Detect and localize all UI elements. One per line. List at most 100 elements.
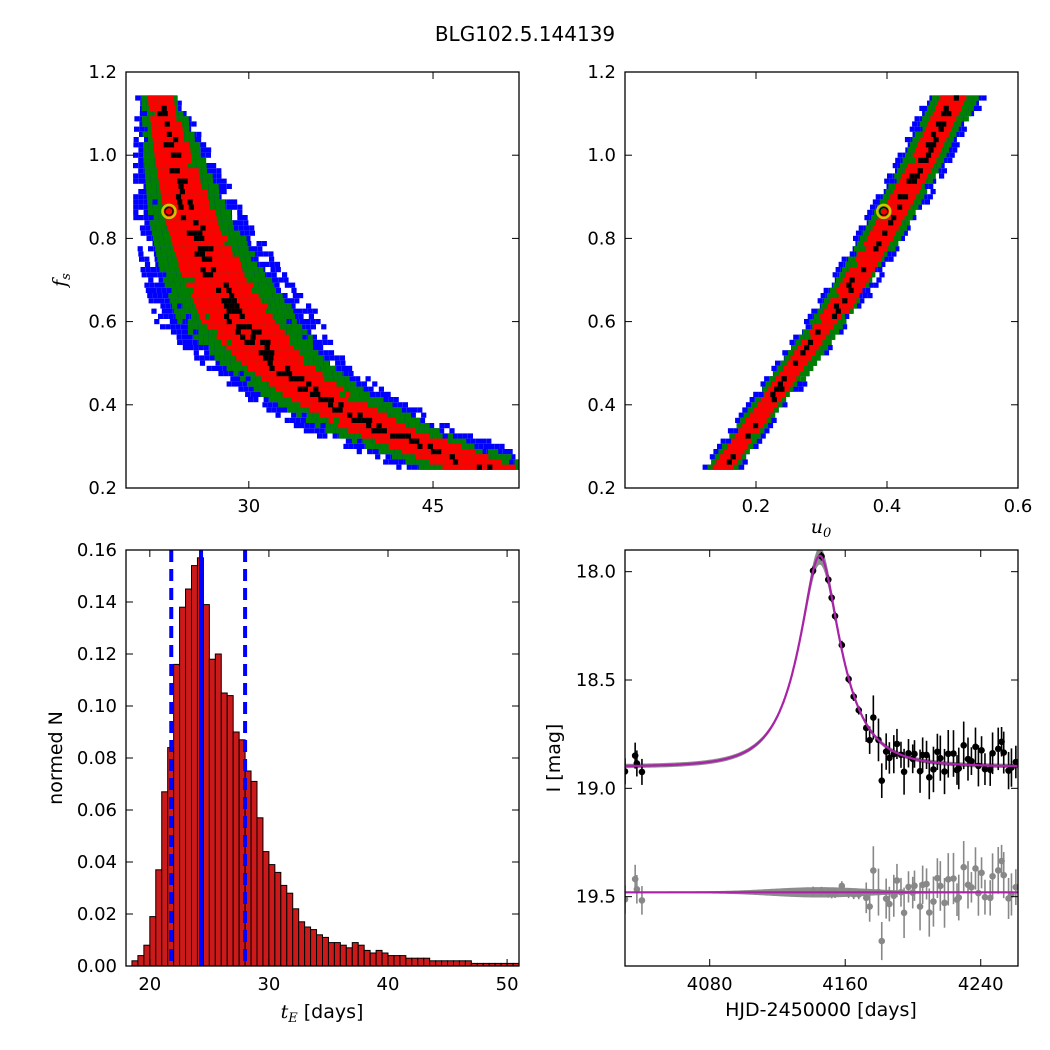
sample-cell — [153, 298, 159, 304]
sample-cell — [401, 407, 407, 413]
sample-cell — [173, 173, 179, 179]
sample-cell — [294, 381, 300, 387]
sample-cell — [767, 423, 774, 429]
sample-cell — [743, 443, 749, 449]
y-tick-label: 1.0 — [88, 145, 117, 166]
sample-cell — [191, 282, 197, 288]
sample-cell — [810, 319, 816, 325]
sample-cell — [217, 235, 223, 241]
y-tick-label: 0.4 — [88, 395, 117, 416]
sample-cell — [298, 313, 304, 319]
sample-cell — [177, 126, 183, 132]
sample-cell — [296, 371, 302, 377]
sample-cell — [227, 334, 233, 340]
sample-cell — [309, 407, 315, 413]
sample-cell — [210, 230, 217, 236]
sample-cell — [339, 355, 345, 361]
sample-cell — [173, 111, 179, 117]
x-tick-label: 30 — [237, 496, 260, 517]
sample-cell — [283, 402, 289, 408]
sample-cell — [305, 319, 311, 325]
sample-cell — [274, 397, 280, 403]
sample-cell — [187, 334, 193, 340]
sample-cell — [331, 417, 338, 423]
sample-cell — [133, 142, 139, 148]
sample-cell — [207, 173, 213, 179]
sample-cell — [789, 339, 795, 345]
sample-cell — [441, 454, 447, 460]
sample-cell — [193, 225, 199, 231]
sample-cell — [430, 449, 437, 455]
sample-cell — [270, 267, 276, 273]
sample-cell — [223, 272, 229, 278]
sample-cell — [158, 100, 164, 106]
sample-cell — [738, 412, 744, 418]
sample-cell — [284, 334, 290, 340]
sample-cell — [356, 449, 362, 455]
sample-cell — [150, 225, 156, 231]
sample-cell — [218, 225, 224, 231]
sample-cell — [382, 402, 388, 408]
sample-cell — [832, 293, 838, 299]
sample-cell — [240, 287, 246, 293]
sample-cell — [862, 293, 868, 299]
sample-cell — [844, 313, 850, 319]
sample-cell — [258, 386, 265, 392]
sample-cell — [196, 282, 202, 288]
sample-cell — [723, 449, 729, 455]
sample-cell — [138, 178, 144, 184]
sample-cell — [845, 261, 851, 267]
sample-cell — [241, 355, 247, 361]
sample-cell — [896, 225, 902, 231]
sample-cell — [182, 178, 188, 184]
sample-cell — [253, 267, 259, 273]
sample-cell — [799, 334, 805, 340]
sample-cell — [477, 449, 483, 455]
sample-cell — [210, 313, 216, 319]
sample-cell — [226, 204, 232, 210]
sample-cell — [246, 261, 252, 267]
sample-cell — [297, 345, 303, 351]
sample-cell — [358, 423, 365, 429]
sample-cell — [148, 298, 154, 304]
sample-cell — [406, 464, 412, 470]
sample-cell — [859, 235, 865, 241]
sample-cell — [190, 267, 196, 273]
sample-cell — [201, 168, 207, 174]
sample-cell — [390, 423, 396, 429]
sample-cell — [185, 267, 191, 273]
sample-cell — [823, 350, 830, 356]
sample-cell — [434, 428, 440, 434]
sample-cell — [302, 345, 308, 351]
sample-cell — [256, 277, 262, 283]
sample-cell — [168, 313, 174, 319]
sample-cell — [308, 313, 314, 319]
sample-cell — [784, 391, 790, 397]
sample-cell — [299, 423, 305, 429]
sample-cell — [242, 365, 248, 371]
sample-cell — [311, 334, 317, 340]
sample-cell — [212, 324, 218, 330]
sample-cell — [171, 194, 177, 200]
sample-cell — [207, 256, 213, 262]
sample-cell — [224, 350, 230, 356]
sample-cell — [155, 261, 161, 267]
sample-cell — [148, 152, 154, 158]
sample-cell — [294, 298, 300, 304]
sample-cell — [195, 152, 201, 158]
sample-cell — [899, 163, 906, 169]
sample-cell — [187, 272, 193, 278]
sample-cell — [148, 209, 154, 215]
sample-cell — [178, 131, 184, 137]
sample-cell — [481, 438, 487, 444]
sample-cell — [214, 194, 220, 200]
sample-cell — [273, 345, 279, 351]
sample-cell — [306, 371, 313, 377]
sample-cell — [391, 417, 397, 423]
sample-cell — [731, 438, 737, 444]
sample-cell — [252, 303, 258, 309]
sample-cell — [344, 417, 350, 423]
sample-cell — [232, 267, 238, 273]
sample-cell — [272, 376, 278, 382]
sample-cell — [200, 209, 206, 215]
